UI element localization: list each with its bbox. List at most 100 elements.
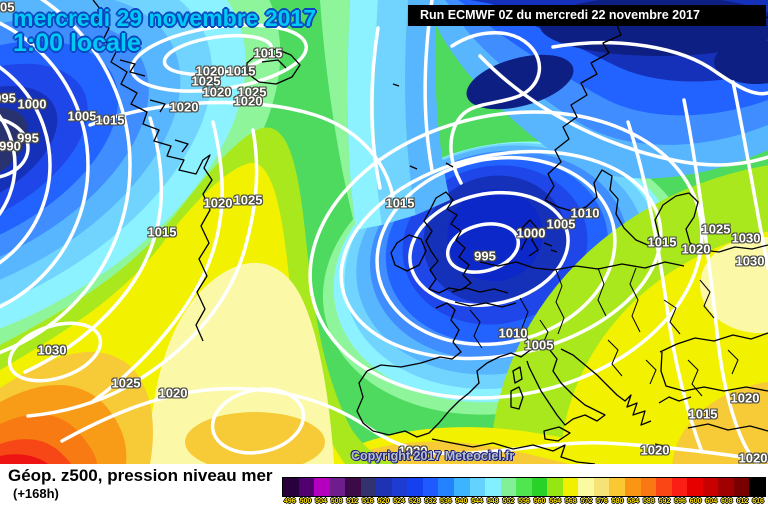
legend-value: 508	[330, 498, 343, 505]
coast-baltic	[544, 169, 768, 253]
legend-swatch	[376, 478, 392, 496]
legend-value: 536	[440, 498, 452, 505]
legend-swatch	[454, 478, 470, 496]
legend-swatch	[485, 478, 501, 496]
legend-value: 612	[736, 498, 749, 505]
legend-value: 584	[627, 498, 640, 505]
legend-value: 556	[518, 498, 530, 505]
legend-swatch	[718, 478, 734, 496]
legend-value: 560	[533, 498, 546, 505]
coast-france	[366, 302, 462, 372]
footer-bar: Géop. z500, pression niveau mer (+168h) …	[0, 464, 768, 512]
pressure-label: 1025	[191, 73, 221, 89]
legend-swatch	[593, 478, 610, 496]
pressure-label: 1005	[67, 108, 97, 124]
legend-swatch	[531, 478, 548, 496]
legend-value: 496	[283, 498, 296, 505]
pressure-label: 1025	[233, 192, 263, 208]
legend-value: 568	[564, 498, 577, 505]
legend-swatch	[609, 478, 626, 496]
pressure-label: 1020	[398, 443, 428, 459]
pressure-label: 1020	[738, 450, 768, 466]
legend-swatch	[391, 478, 408, 496]
weather-map: 1005995100099599010051015101510201015102…	[0, 0, 768, 466]
legend-value: 548	[486, 498, 499, 505]
legend-swatch	[422, 478, 439, 496]
legend-swatch	[500, 478, 517, 496]
legend-value: 516	[362, 498, 374, 505]
legend-swatches	[282, 477, 766, 497]
run-info-box: Run ECMWF 0Z du mercredi 22 novembre 201…	[408, 5, 766, 26]
date-line-1: mercredi 29 novembre 2017	[13, 5, 317, 31]
legend-value: 592	[658, 498, 671, 505]
pressure-label: 995	[0, 90, 16, 106]
legend-value: 600	[689, 498, 702, 505]
coast-italy	[526, 344, 606, 426]
legend-value: 512	[346, 498, 359, 505]
legend-value: 504	[315, 498, 327, 505]
pressure-label: 1020	[730, 390, 760, 406]
legend-swatch	[733, 478, 750, 496]
legend-swatch	[314, 478, 330, 496]
pressure-label: 1025	[701, 221, 731, 237]
coast-balkans	[560, 348, 666, 447]
legend-swatch	[438, 478, 455, 496]
pressure-label: 1010	[570, 205, 600, 221]
pressure-label: 1030	[731, 230, 761, 246]
country-borders	[469, 267, 739, 397]
legend-swatch	[749, 478, 765, 496]
legend-swatch	[656, 478, 672, 496]
pressure-label: 1015	[253, 45, 283, 61]
legend-swatch	[547, 478, 563, 496]
legend-value: 572	[580, 498, 593, 505]
legend-swatch	[562, 478, 579, 496]
legend-value: 608	[721, 498, 733, 505]
legend-swatch	[625, 478, 641, 496]
coast-greenland	[92, 0, 213, 342]
weather-map-svg	[0, 0, 768, 464]
date-line-2: 1:00 locale	[13, 29, 141, 57]
legend-value: 564	[549, 498, 561, 505]
legend-value: 588	[642, 498, 655, 505]
legend-value: 544	[471, 498, 483, 505]
coast-denmark	[520, 219, 558, 257]
pressure-label: 1025	[237, 84, 267, 100]
legend-swatch	[640, 478, 657, 496]
pressure-label: 1015	[147, 224, 177, 240]
legend-swatch	[671, 478, 688, 496]
legend-scale: 496 500 504 508 512 516 520 524 528 532 536 540 544 5…	[282, 477, 766, 505]
pressure-label: 995	[17, 130, 39, 146]
pressure-label: 1020	[203, 195, 233, 211]
pressure-label: 1020	[640, 442, 670, 458]
legend-swatch	[345, 478, 361, 496]
coast-iceland	[246, 48, 301, 85]
pressure-label: 1000	[17, 96, 47, 112]
legend-value: 524	[393, 498, 405, 505]
pressure-label: 995	[474, 248, 496, 264]
coast-britain	[423, 191, 472, 294]
pressure-label: 1015	[226, 63, 256, 79]
pressure-label: 1015	[647, 234, 677, 250]
coast-iberia	[356, 350, 530, 438]
legend-values: 496 500 504 508 512 516 520 524 528 532 536 540 544 5…	[282, 498, 766, 505]
pressure-label: 1020	[195, 63, 225, 79]
legend-swatch	[516, 478, 532, 496]
isobar-lines	[0, 0, 768, 464]
legend-swatch	[283, 478, 299, 496]
pressure-label: 1010	[498, 325, 528, 341]
run-info-text: Run ECMWF 0Z du mercredi 22 novembre 201…	[420, 8, 700, 22]
map-title: Géop. z500, pression niveau mer	[8, 466, 273, 485]
legend-swatch	[360, 478, 377, 496]
legend-value: 532	[424, 498, 437, 505]
legend-swatch	[407, 478, 423, 496]
copyright-text: Copyright 2017 Meteociel.fr	[351, 449, 515, 463]
pressure-label: 1015	[385, 195, 415, 211]
pressure-label: 1005	[546, 216, 576, 232]
legend-value: 576	[596, 498, 608, 505]
pressure-label: 1020	[158, 385, 188, 401]
pressure-label: 1005	[524, 337, 554, 353]
pressure-label: 1030	[735, 253, 765, 269]
legend-value: 552	[502, 498, 515, 505]
pressure-label: 990	[0, 138, 21, 154]
